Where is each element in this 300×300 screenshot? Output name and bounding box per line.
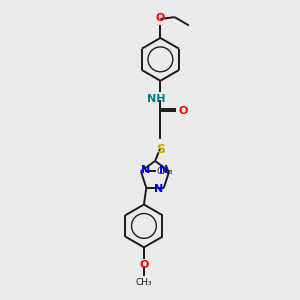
Text: CH₃: CH₃ [157,167,174,176]
Text: O: O [179,106,188,116]
Text: O: O [155,14,164,23]
Text: N: N [154,184,164,194]
Text: N: N [141,165,151,175]
Text: N: N [159,165,168,175]
Text: CH₃: CH₃ [135,278,152,286]
Text: S: S [156,142,165,156]
Text: NH: NH [147,94,165,104]
Text: O: O [139,260,148,270]
